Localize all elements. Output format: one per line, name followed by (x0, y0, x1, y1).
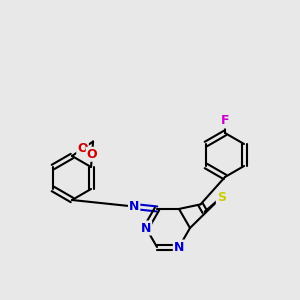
Text: N: N (129, 200, 139, 213)
Text: O: O (87, 148, 98, 161)
Text: F: F (221, 115, 229, 128)
Text: N: N (141, 221, 151, 235)
Text: S: S (217, 191, 226, 204)
Text: O: O (77, 142, 88, 155)
Text: N: N (174, 241, 184, 254)
